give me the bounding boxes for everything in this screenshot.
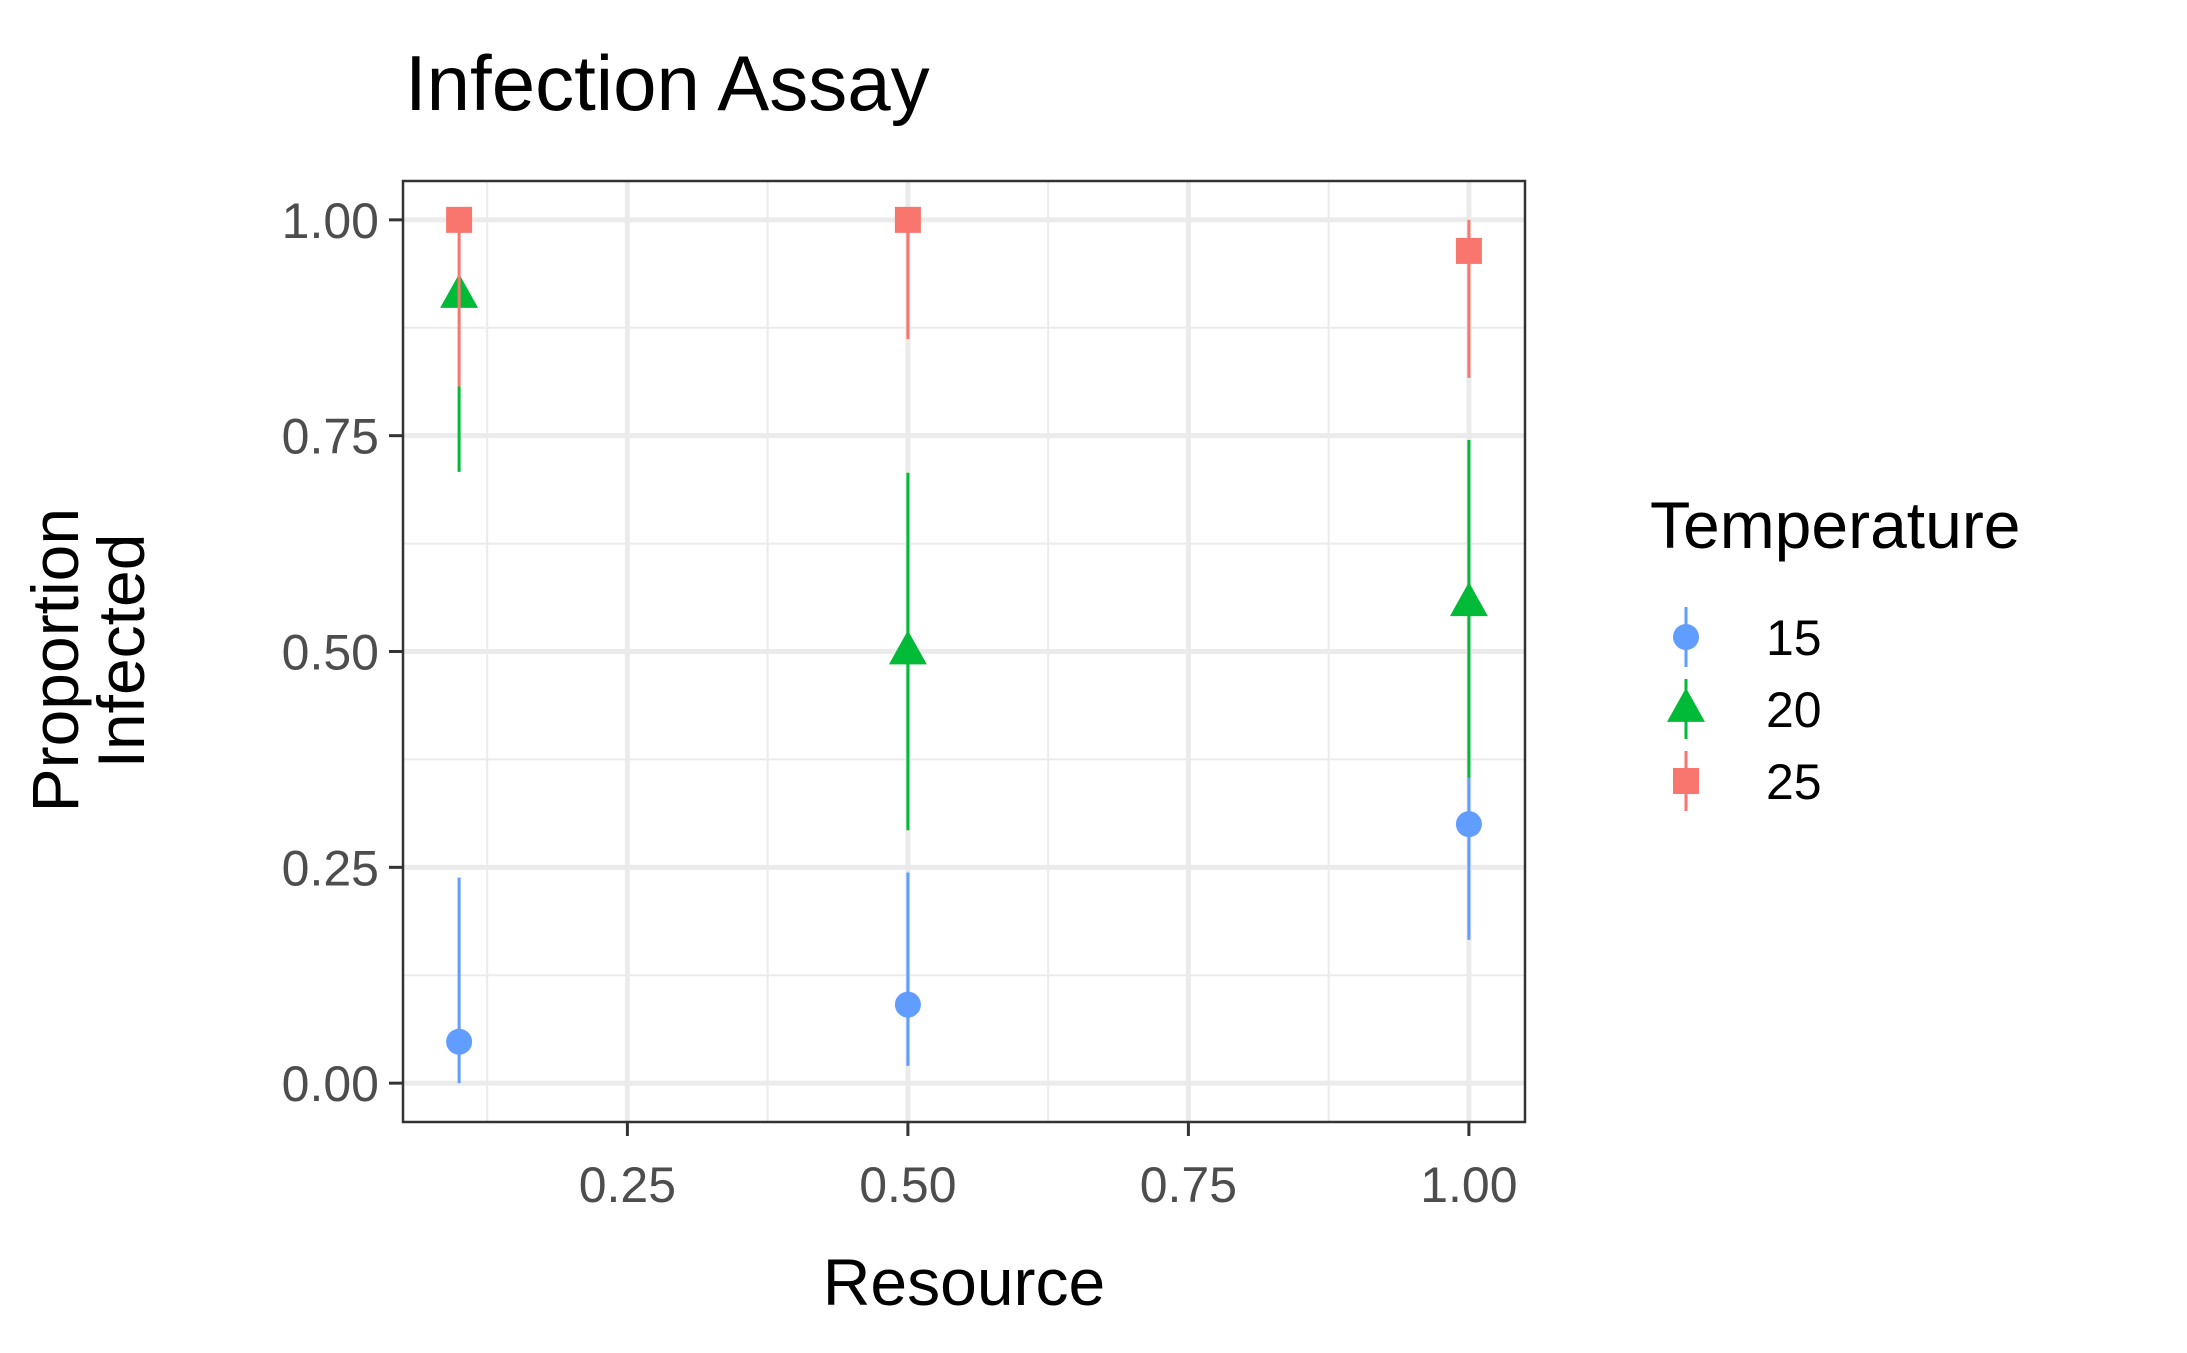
data-point <box>894 206 921 233</box>
legend-key-circle <box>1673 624 1699 650</box>
legend-item-20: 20 <box>1667 679 1822 739</box>
x-tick-label: 0.50 <box>859 1157 956 1213</box>
legend-item-25: 25 <box>1673 751 1822 811</box>
x-axis-title: Resource <box>823 1245 1105 1319</box>
data-point <box>446 206 473 233</box>
legend-title: Temperature <box>1650 488 2021 562</box>
x-axis: 0.25 0.50 0.75 1.00 <box>579 1122 1518 1213</box>
data-point <box>894 991 921 1018</box>
data-point <box>1455 811 1482 838</box>
series-20 <box>440 273 1488 831</box>
x-tick-label: 0.75 <box>1140 1157 1237 1213</box>
y-tick-label: 0.25 <box>282 840 379 896</box>
x-tick-label: 0.25 <box>579 1157 676 1213</box>
data-point <box>1449 582 1488 617</box>
y-tick-label: 1.00 <box>282 193 379 249</box>
y-axis-title-line-2: Infected <box>84 534 158 769</box>
y-axis-title-line-1: Proportion <box>18 508 92 813</box>
data-point <box>1455 237 1482 264</box>
legend-label: 25 <box>1766 754 1822 810</box>
series-15 <box>446 777 1482 1084</box>
legend-label: 15 <box>1766 610 1822 666</box>
series-25 <box>446 206 1482 387</box>
plot-panel <box>401 179 1527 1124</box>
legend-item-15: 15 <box>1673 607 1822 667</box>
x-tick-label: 1.00 <box>1420 1157 1517 1213</box>
data-point <box>446 1028 473 1055</box>
legend: Temperature 15 20 25 <box>1650 488 2021 811</box>
y-tick-label: 0.50 <box>282 625 379 681</box>
data-series <box>440 206 1488 1084</box>
legend-label: 20 <box>1766 682 1822 738</box>
y-axis-title: Proportion Infected <box>18 490 158 813</box>
legend-items: 15 20 25 <box>1667 607 1822 811</box>
legend-key-triangle <box>1667 687 1705 722</box>
y-axis: 0.00 0.25 0.50 0.75 1.00 <box>282 193 403 1112</box>
y-tick-label: 0.00 <box>282 1056 379 1112</box>
chart-title: Infection Assay <box>405 39 930 127</box>
y-tick-label: 0.75 <box>282 409 379 465</box>
legend-key-square <box>1673 768 1699 794</box>
data-point <box>888 630 927 665</box>
